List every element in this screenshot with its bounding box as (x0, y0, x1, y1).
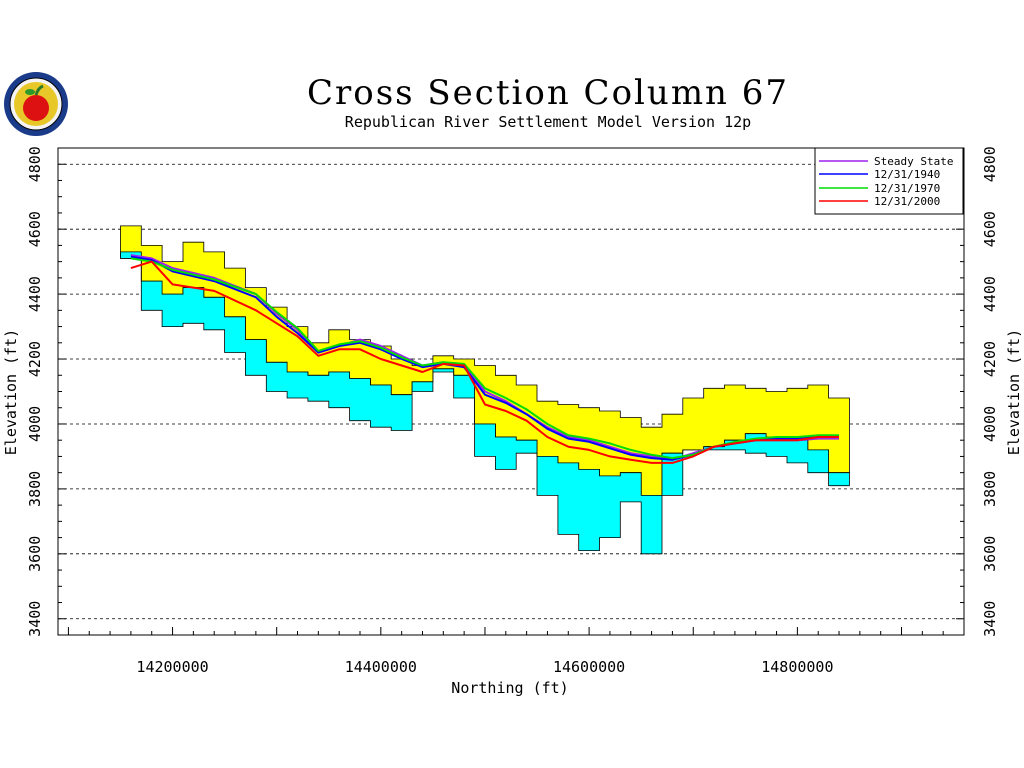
y-tick-label-right: 3400 (981, 601, 999, 637)
x-tick-label: 14200000 (136, 658, 208, 676)
legend: Steady State 12/31/1940 12/31/1970 12/31… (814, 147, 964, 215)
chart-title: Cross Section Column 67 (307, 73, 789, 113)
x-tick-label: 14600000 (553, 658, 625, 676)
legend-label-1940: 12/31/1940 (874, 168, 940, 181)
y-tick-label-left: 4600 (26, 211, 44, 247)
y-tick-label-left: 4000 (26, 406, 44, 442)
layer-areas (120, 225, 850, 555)
line-1970 (130, 257, 839, 460)
y-tick-label-left: 3800 (26, 471, 44, 507)
head-lines (130, 254, 839, 464)
y-tick-label-left: 4800 (26, 146, 44, 182)
y-tick-label-left: 4400 (26, 276, 44, 312)
lower-layer-area (120, 251, 850, 555)
y-axis-label-right: Elevation (ft) (1005, 329, 1023, 455)
y-tick-label-right: 4200 (981, 341, 999, 377)
x-tick-label: 14400000 (345, 658, 417, 676)
y-tick-label-left: 3600 (26, 536, 44, 572)
legend-box (814, 147, 964, 215)
y-tick-label-right: 4800 (981, 146, 999, 182)
y-tick-label-right: 4400 (981, 276, 999, 312)
y-tick-label-left: 4200 (26, 341, 44, 377)
y-tick-label-right: 3800 (981, 471, 999, 507)
legend-label-steady-state: Steady State (874, 155, 953, 168)
y-tick-label-right: 3600 (981, 536, 999, 572)
chart-subtitle: Republican River Settlement Model Versio… (345, 113, 751, 131)
y-axis-ticks: 3400 3400 3600 3600 3800 3800 4000 4000 4200 4200… (26, 146, 999, 637)
line-2000 (130, 260, 839, 464)
state-seal-logo (4, 72, 68, 136)
y-axis-label-left: Elevation (ft) (2, 329, 20, 455)
legend-label-1970: 12/31/1970 (874, 182, 940, 195)
y-tick-label-left: 3400 (26, 601, 44, 637)
y-tick-label-right: 4600 (981, 211, 999, 247)
y-tick-label-right: 4000 (981, 406, 999, 442)
x-axis-ticks: 14200000 14400000 14600000 14800000 (67, 627, 965, 676)
legend-label-2000: 12/31/2000 (874, 195, 940, 208)
x-tick-label: 14800000 (761, 658, 833, 676)
x-axis-label: Northing (ft) (451, 679, 568, 697)
